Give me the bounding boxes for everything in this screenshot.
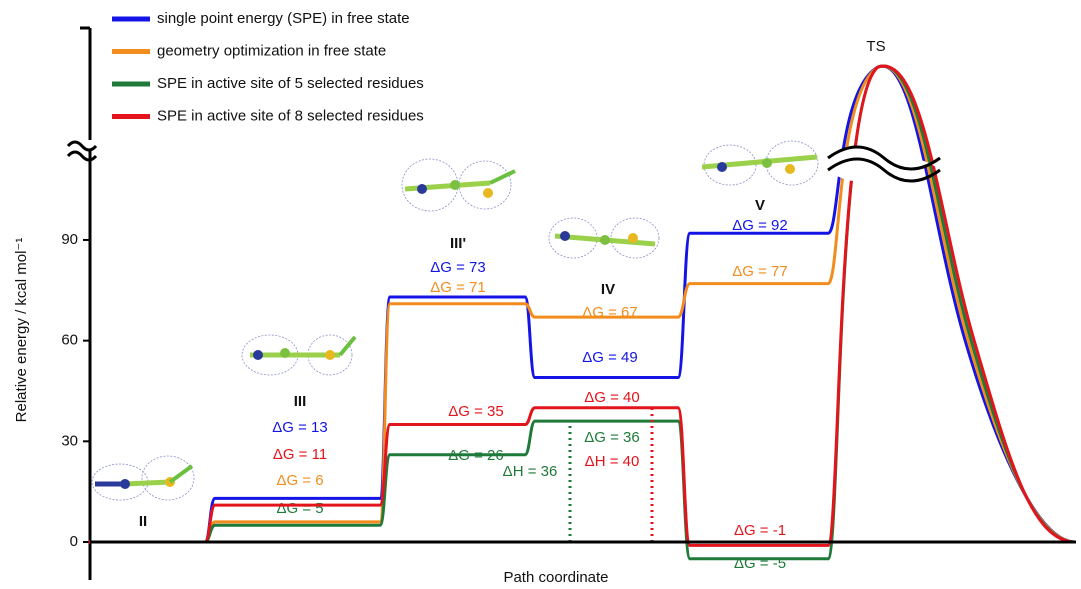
molecule-sketch	[402, 159, 515, 211]
state-label: IV	[601, 281, 615, 298]
value-label: ΔG = 49	[582, 349, 637, 366]
step-connector	[525, 421, 535, 455]
value-label: ΔG = -1	[734, 522, 786, 539]
state-label: II	[139, 513, 147, 530]
y-tick-label: 30	[61, 432, 78, 449]
value-label: ΔG = 71	[430, 279, 485, 296]
enthalpy-label: ΔH = 36	[503, 463, 558, 480]
value-label: ΔG = 35	[448, 403, 503, 420]
molecule-sketch	[549, 218, 659, 258]
value-label: ΔG = 13	[272, 419, 327, 436]
y-tick-label: 0	[70, 533, 78, 550]
axis-break	[68, 142, 96, 160]
ts-peak	[828, 66, 1074, 542]
molecule-sketch	[92, 456, 194, 500]
state-label: TS	[866, 38, 885, 55]
y-tick-label: 90	[61, 231, 78, 248]
value-label: ΔG = 77	[732, 263, 787, 280]
molecule-sketch	[702, 141, 818, 185]
value-label: ΔG = 11	[273, 446, 327, 463]
state-label: III	[294, 393, 307, 410]
value-label: ΔG = 6	[276, 472, 323, 489]
enthalpy-label: ΔH = 40	[585, 453, 640, 470]
legend-label: single point energy (SPE) in free state	[157, 10, 410, 27]
y-axis-label: Relative energy / kcal mol⁻¹	[13, 238, 30, 423]
ts-peak	[828, 66, 1074, 542]
state-label: III'	[450, 235, 466, 252]
value-label: ΔG = 73	[430, 259, 485, 276]
value-label: ΔG = 67	[582, 304, 637, 321]
y-tick-label: 60	[61, 332, 78, 349]
legend-label: SPE in active site of 8 selected residue…	[157, 107, 424, 124]
chart: Relative energy / kcal mol⁻¹ Path coordi…	[0, 0, 1081, 589]
value-label: ΔG = 92	[732, 217, 787, 234]
ts-peak	[828, 66, 1074, 545]
x-axis-label: Path coordinate	[503, 569, 608, 586]
step-connector	[525, 304, 535, 317]
state-label: V	[755, 197, 765, 214]
value-label: ΔG = -5	[734, 555, 786, 572]
ts-peak	[828, 66, 1074, 559]
legend-label: SPE in active site of 5 selected residue…	[157, 75, 424, 92]
molecule-sketch	[242, 335, 355, 375]
value-label: ΔG = 36	[584, 429, 639, 446]
legend-label: geometry optimization in free state	[157, 42, 386, 59]
value-label: ΔG = 26	[448, 447, 503, 464]
legend: single point energy (SPE) in free state g…	[112, 10, 424, 125]
value-label: ΔG = 40	[584, 389, 639, 406]
value-label: ΔG = 5	[276, 500, 323, 517]
